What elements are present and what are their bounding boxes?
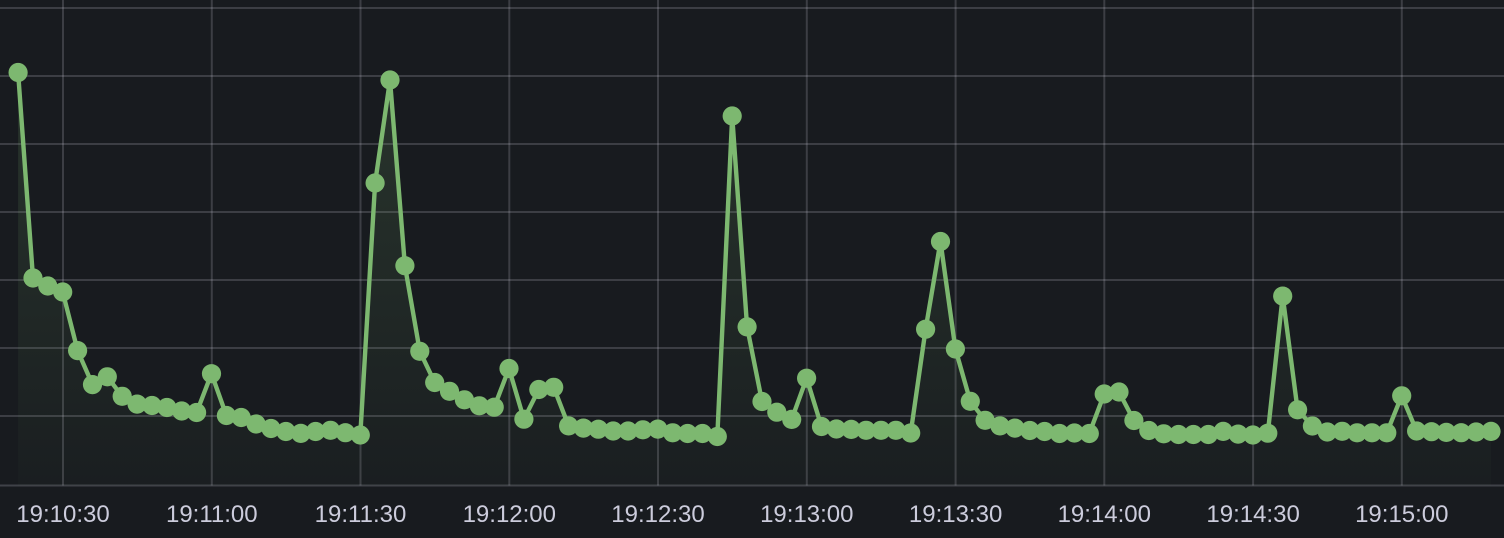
svg-text:19:11:00: 19:11:00 bbox=[166, 501, 258, 528]
svg-text:19:14:30: 19:14:30 bbox=[1206, 501, 1299, 528]
svg-text:19:13:30: 19:13:30 bbox=[909, 501, 1002, 528]
svg-text:19:15:00: 19:15:00 bbox=[1355, 501, 1448, 528]
svg-text:19:12:00: 19:12:00 bbox=[463, 501, 556, 528]
svg-text:19:10:30: 19:10:30 bbox=[16, 501, 109, 528]
svg-text:19:11:30: 19:11:30 bbox=[315, 501, 407, 528]
svg-text:19:13:00: 19:13:00 bbox=[760, 501, 853, 528]
svg-text:19:14:00: 19:14:00 bbox=[1058, 501, 1151, 528]
svg-text:19:12:30: 19:12:30 bbox=[611, 501, 704, 528]
